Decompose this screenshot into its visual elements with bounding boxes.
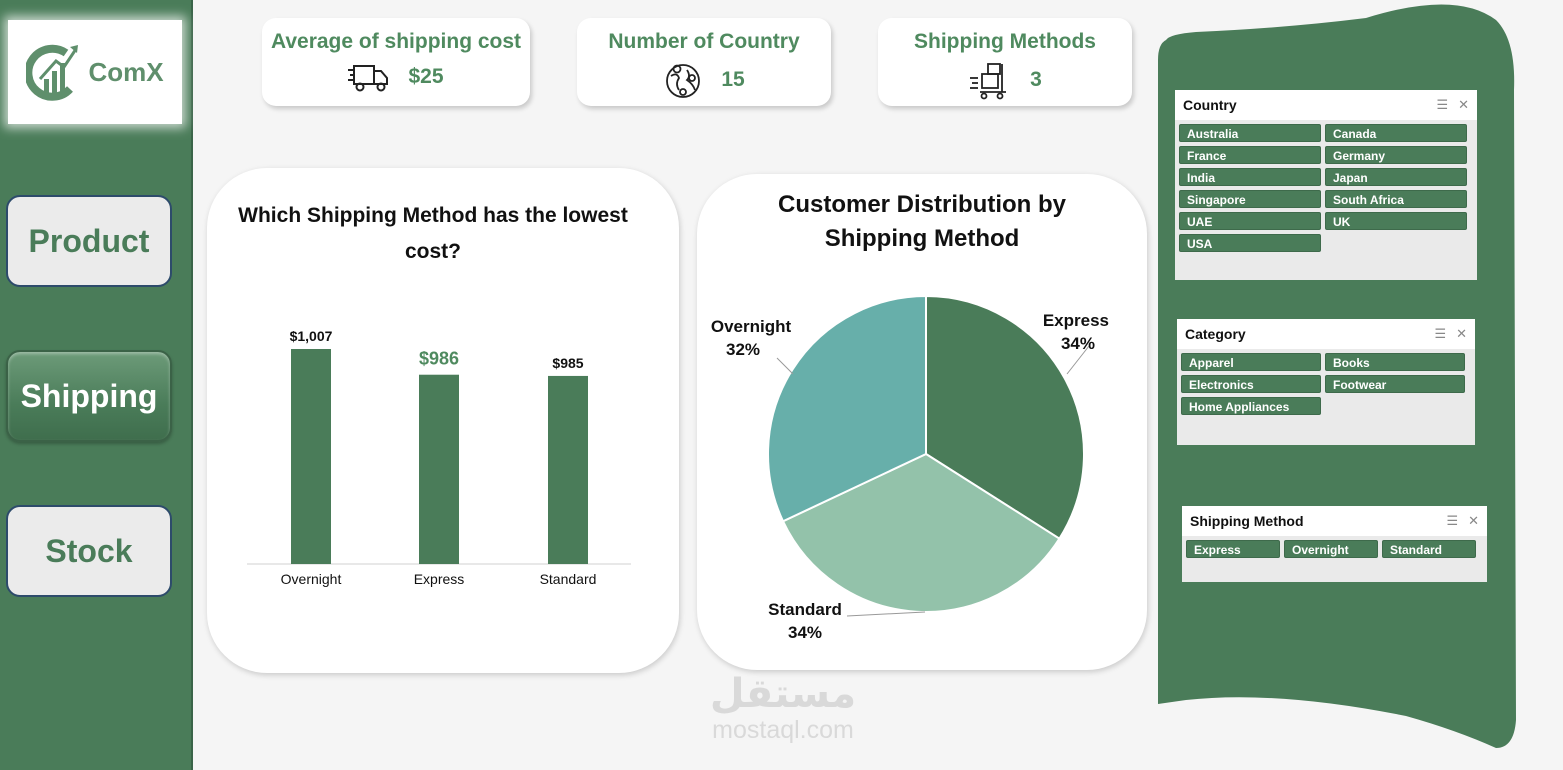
kpi-title: Number of Country [608, 30, 800, 53]
watermark: مستقل mostaql.com [688, 672, 878, 744]
pie-chart: Express 34% Standard 34% Overnight 32% [711, 294, 1109, 642]
pie-slice-standard[interactable] [781, 452, 1061, 613]
multi-select-icon[interactable]: ☰ [1446, 513, 1459, 528]
slicer-item[interactable]: Overnight [1284, 540, 1378, 558]
pie-chart-card: Customer Distribution by Shipping Method… [697, 174, 1147, 670]
slicer-item[interactable]: Canada [1325, 124, 1467, 142]
slicer-title: Country [1183, 97, 1237, 113]
slicer-item[interactable]: USA [1179, 234, 1321, 252]
bar-category-label: Standard [540, 571, 597, 587]
bar-standard[interactable] [548, 375, 588, 564]
pie-category-label: Standard [768, 600, 842, 619]
growth-chart-logo-icon [26, 44, 79, 101]
bar-data-label: $1,007 [290, 328, 333, 344]
pie-percent-label: 34% [788, 623, 822, 642]
bar-data-label: $986 [419, 349, 459, 369]
slicer-item[interactable]: Footwear [1325, 375, 1465, 393]
pie-leader-line [776, 357, 794, 375]
brand-name: ComX [88, 56, 164, 87]
pie-percent-label: 34% [1061, 334, 1095, 353]
slicer-item[interactable]: Apparel [1181, 353, 1321, 371]
slicer-item[interactable]: Express [1186, 540, 1280, 558]
nav-shipping-button[interactable]: Shipping [6, 350, 172, 442]
slicer-item[interactable]: India [1179, 168, 1321, 186]
pie-leader-line [846, 611, 926, 617]
pie-category-label: Overnight [711, 317, 792, 336]
kpi-value: 15 [721, 68, 745, 91]
bar-chart-title: Which Shipping Method has the lowest cos… [238, 204, 628, 263]
clear-filter-icon[interactable]: ✕ [1468, 513, 1479, 528]
clear-filter-icon[interactable]: ✕ [1458, 97, 1469, 112]
bar-category-label: Overnight [281, 571, 342, 587]
slicer-category: Category ☰ ✕ Apparel Books Electronics Foot… [1177, 319, 1475, 445]
slicer-item[interactable]: UK [1325, 212, 1467, 230]
shipping-dolly-icon [970, 63, 1007, 100]
slicer-item[interactable]: Home Appliances [1181, 397, 1321, 415]
pie-slice-overnight[interactable] [767, 294, 927, 523]
kpi-shipping-methods: Shipping Methods 3 [878, 18, 1132, 106]
kpi-value: $25 [408, 65, 444, 88]
bar-express[interactable] [419, 374, 459, 564]
filter-panel: Country ☰ ✕ Australia Canada France Germany… [1156, 0, 1518, 752]
bar-category-label: Express [414, 571, 465, 587]
slicer-title: Shipping Method [1190, 513, 1304, 529]
nav-product-button[interactable]: Product [6, 195, 172, 287]
watermark-arabic: مستقل [709, 672, 857, 716]
slicer-item[interactable]: Japan [1325, 168, 1467, 186]
slicer-title: Category [1185, 326, 1246, 342]
multi-select-icon[interactable]: ☰ [1434, 326, 1447, 341]
kpi-title: Average of shipping cost [270, 30, 522, 53]
nav-stock-button[interactable]: Stock [6, 505, 172, 597]
slicer-item[interactable]: UAE [1179, 212, 1321, 230]
delivery-truck-icon [348, 65, 389, 92]
slicer-item[interactable]: Books [1325, 353, 1465, 371]
bar-chart: $1,007 Overnight $986 Express $985 Standard [247, 328, 631, 587]
bar-overnight[interactable] [291, 349, 331, 564]
pie-percent-label: 32% [726, 340, 760, 359]
kpi-title: Shipping Methods [914, 30, 1096, 53]
bar-data-label: $985 [552, 355, 583, 371]
slicer-item[interactable]: Standard [1382, 540, 1476, 558]
bar-chart-card: Which Shipping Method has the lowest cos… [207, 168, 679, 673]
kpi-value: 3 [1030, 68, 1042, 91]
slicer-item[interactable]: Singapore [1179, 190, 1321, 208]
slicer-item[interactable]: Electronics [1181, 375, 1321, 393]
slicer-item[interactable]: Germany [1325, 146, 1467, 164]
pie-chart-title: Customer Distribution by Shipping Method [777, 191, 1066, 252]
brand-logo: ComX [8, 20, 182, 124]
multi-select-icon[interactable]: ☰ [1436, 97, 1449, 112]
slicer-shipping-method: Shipping Method ☰ ✕ Express Overnight Stan… [1182, 506, 1487, 582]
globe-icon [666, 64, 701, 98]
kpi-average-shipping-cost: Average of shipping cost $25 [262, 18, 530, 106]
pie-leader-line [1066, 345, 1090, 375]
slicer-item[interactable]: France [1179, 146, 1321, 164]
left-sidebar: ComX Product Shipping Stock [0, 0, 193, 770]
slicer-item[interactable]: Australia [1179, 124, 1321, 142]
clear-filter-icon[interactable]: ✕ [1456, 326, 1467, 341]
pie-category-label: Express [1043, 311, 1109, 330]
kpi-number-of-country: Number of Country 15 [577, 18, 831, 106]
watermark-latin: mostaql.com [712, 716, 854, 744]
slicer-item[interactable]: South Africa [1325, 190, 1467, 208]
slicer-country: Country ☰ ✕ Australia Canada France Germany… [1175, 90, 1477, 280]
